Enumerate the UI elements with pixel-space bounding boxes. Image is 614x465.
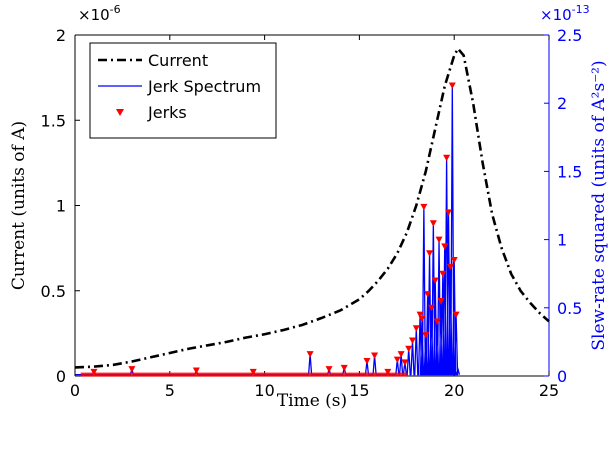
jerk-marker	[424, 291, 432, 298]
jerk-marker	[445, 209, 453, 216]
jerk-marker	[443, 154, 451, 162]
jerk-marker	[416, 311, 424, 319]
jerk-marker	[401, 359, 409, 366]
jerk-marker	[439, 270, 447, 278]
y-axis-right-label: Slew-rate squared (units of A²s⁻²)	[589, 60, 609, 350]
legend-entry-1: Jerk Spectrum	[147, 77, 261, 96]
jerk-marker	[450, 257, 458, 264]
y-right-tick-label: 1.5	[557, 162, 582, 181]
jerk-marker	[433, 318, 441, 325]
y-left-multiplier: ×10-6	[78, 3, 121, 24]
y-right-tick-label: 0.5	[557, 299, 582, 318]
y-left-tick-label: 1.5	[41, 111, 66, 130]
jerk-marker	[448, 82, 456, 89]
jerk-marker	[426, 250, 434, 257]
jerk-marker	[427, 304, 435, 312]
jerk-marker	[393, 356, 401, 364]
jerk-marker	[363, 357, 371, 365]
jerk-marker	[384, 368, 392, 376]
jerk-marker	[128, 366, 136, 373]
x-tick-label: 20	[444, 381, 464, 400]
current-line	[74, 46, 550, 369]
x-tick-label: 25	[539, 381, 559, 400]
y-left-tick-label: 2	[56, 26, 66, 45]
x-axis-label: Time (s)	[277, 391, 347, 411]
legend-jerks-swatch	[116, 109, 124, 116]
jerk-marker	[452, 311, 460, 319]
jerk-marker	[429, 220, 437, 227]
jerk-marker	[420, 203, 428, 211]
jerk-marker	[249, 368, 257, 376]
x-tick-label: 15	[349, 381, 369, 400]
jerk-marker	[441, 243, 449, 250]
jerk-marker	[405, 345, 413, 353]
legend-entry-0: Current	[148, 51, 208, 70]
jerk-marker	[397, 351, 405, 358]
jerk-marker	[418, 315, 426, 323]
y-right-tick-label: 2.5	[557, 26, 582, 45]
y-right-tick-label: 0	[557, 367, 567, 386]
jerk-marker	[437, 297, 445, 305]
jerk-marker	[306, 351, 314, 358]
jerk-marker	[422, 332, 430, 339]
jerk-marker	[431, 277, 439, 285]
x-tick-label: 5	[165, 381, 175, 400]
y-left-tick-label: 0	[56, 367, 66, 386]
y-right-multiplier: ×10-13	[540, 3, 590, 24]
jerk-marker	[90, 368, 98, 376]
x-tick-label: 0	[70, 381, 80, 400]
y-left-tick-label: 0.5	[41, 282, 66, 301]
y-left-tick-label: 1	[56, 197, 66, 216]
jerk-marker	[371, 352, 379, 360]
jerk-baseline-band	[80, 372, 407, 377]
x-tick-label: 10	[254, 381, 274, 400]
jerk-marker	[408, 337, 416, 345]
legend-entry-2: Jerks	[147, 103, 187, 122]
jerk-marker	[192, 367, 200, 375]
y-right-tick-label: 1	[557, 231, 567, 250]
y-axis-left-label: Current (units of A)	[9, 121, 29, 290]
jerk-marker	[446, 263, 454, 271]
jerk-marker	[325, 366, 333, 373]
jerk-marker	[435, 236, 443, 244]
jerk-marker	[340, 364, 348, 372]
jerk-marker	[412, 325, 420, 332]
y-right-tick-label: 2	[557, 94, 567, 113]
